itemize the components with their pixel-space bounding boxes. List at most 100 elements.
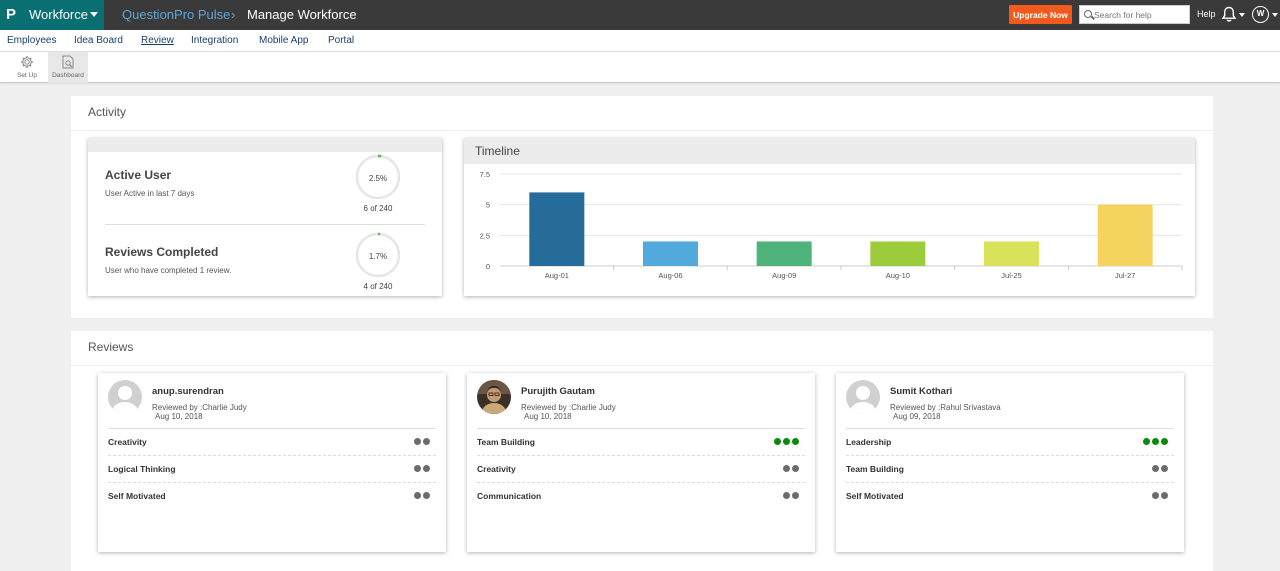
avatar — [108, 380, 142, 414]
skill-label: Self Motivated — [846, 491, 904, 501]
user-avatar[interactable]: W — [1252, 6, 1269, 23]
skill-label: Team Building — [477, 437, 535, 447]
x-tick-label: Jul-27 — [1115, 271, 1135, 280]
metrics-divider — [105, 224, 425, 225]
timeline-card: Timeline 7.5 5 2.5 0 Aug-01 Aug-06 Aug-09 Aug-1… — [464, 138, 1195, 296]
reviewed-by: Reviewed by :Charlie Judy — [521, 403, 616, 412]
reviewed-by: Reviewed by :Charlie Judy — [152, 403, 247, 412]
x-tick-label: Aug-01 — [545, 271, 569, 280]
dashboard-icon — [62, 55, 74, 69]
reviewed-by: Reviewed by :Rahul Srivastava — [890, 403, 1001, 412]
bar — [984, 241, 1039, 266]
active-user-count: 6 of 240 — [363, 204, 393, 213]
search-icon — [1084, 10, 1092, 18]
rating-dot — [414, 492, 421, 499]
reviews-completed-ring — [355, 232, 401, 278]
skill-row: Self Motivated — [846, 482, 1174, 509]
brand-menu[interactable]: P Workforce — [0, 0, 104, 30]
dashboard-label: Dashboard — [52, 72, 84, 79]
skill-rating — [414, 465, 430, 474]
setup-tool[interactable]: Set Up — [11, 52, 43, 83]
rating-dot — [1161, 465, 1168, 472]
review-card[interactable]: Sumit Kothari Reviewed by :Rahul Srivast… — [836, 373, 1184, 552]
reviews-completed-percent: 1.7% — [368, 252, 388, 261]
nav-review[interactable]: Review — [141, 35, 174, 46]
rating-dot — [792, 438, 799, 445]
skill-row: Creativity — [477, 455, 805, 482]
user-placeholder-icon — [846, 380, 880, 414]
skill-row: Leadership — [846, 428, 1174, 455]
skill-label: Logical Thinking — [108, 464, 176, 474]
reviews-divider — [71, 365, 1213, 366]
timeline-title: Timeline — [475, 144, 520, 158]
skill-rating — [783, 492, 799, 501]
breadcrumb-product[interactable]: QuestionPro Pulse — [122, 7, 231, 22]
activity-title: Activity — [88, 105, 127, 119]
skill-label: Leadership — [846, 437, 892, 447]
skill-rating — [414, 438, 430, 447]
nav-portal[interactable]: Portal — [328, 35, 355, 46]
avatar — [477, 380, 511, 414]
nav-idea-board[interactable]: Idea Board — [74, 35, 123, 46]
rating-dot — [414, 438, 421, 445]
active-user-title: Active User — [105, 168, 172, 182]
gear-icon — [21, 56, 33, 68]
reviewee-name[interactable]: anup.surendran — [152, 386, 224, 397]
breadcrumb-page: Manage Workforce — [247, 7, 357, 22]
avatar — [846, 380, 880, 414]
brand-logo: P — [6, 6, 17, 23]
review-date: Aug 09, 2018 — [893, 412, 941, 421]
user-menu-caret-icon[interactable] — [1272, 13, 1278, 17]
breadcrumb-separator: › — [231, 7, 236, 22]
nav-mobile-app[interactable]: Mobile App — [259, 35, 309, 46]
reviewee-name[interactable]: Sumit Kothari — [890, 386, 953, 397]
rating-dot — [792, 492, 799, 499]
rating-dot — [1152, 492, 1159, 499]
top-bar: P Workforce QuestionPro Pulse › Manage W… — [0, 0, 1280, 30]
bar — [870, 241, 926, 266]
y-tick-label: 0 — [486, 262, 490, 271]
x-tick-label: Jul-25 — [1001, 271, 1021, 280]
activity-divider — [71, 130, 1213, 131]
review-card[interactable]: Purujith Gautam Reviewed by :Charlie Jud… — [467, 373, 815, 552]
rating-dot — [1161, 492, 1168, 499]
rating-dot — [783, 438, 790, 445]
x-tick-label: Aug-10 — [886, 271, 910, 280]
review-card[interactable]: anup.surendran Reviewed by :Charlie Judy… — [98, 373, 446, 552]
skill-label: Self Motivated — [108, 491, 166, 501]
y-tick-label: 7.5 — [480, 170, 490, 179]
help-link[interactable]: Help — [1197, 9, 1216, 19]
reviews-completed-title: Reviews Completed — [105, 245, 219, 259]
bar — [643, 241, 698, 266]
reviews-title: Reviews — [88, 340, 134, 354]
help-search-input[interactable] — [1094, 7, 1188, 22]
upgrade-now-button[interactable]: Upgrade Now — [1009, 5, 1072, 24]
skill-row: Creativity — [108, 428, 436, 455]
skill-rating — [1152, 492, 1168, 501]
nav-integration[interactable]: Integration — [191, 35, 239, 46]
notifications-caret-icon[interactable] — [1239, 13, 1245, 17]
rating-dot — [423, 492, 430, 499]
active-user-subtitle: User Active in last 7 days — [105, 189, 195, 198]
brand-caret-icon[interactable] — [90, 12, 98, 17]
reviewee-name[interactable]: Purujith Gautam — [521, 386, 595, 397]
rating-dot — [414, 465, 421, 472]
reviews-completed-count: 4 of 240 — [363, 282, 393, 291]
y-tick-label: 2.5 — [480, 231, 490, 240]
dashboard-tool[interactable]: Dashboard — [48, 52, 88, 83]
nav-employees[interactable]: Employees — [7, 35, 57, 46]
brand-name[interactable]: Workforce — [29, 7, 88, 22]
setup-label: Set Up — [17, 72, 37, 79]
review-date: Aug 10, 2018 — [155, 412, 203, 421]
y-tick-label: 5 — [486, 201, 490, 210]
activity-panel: Activity Active User User Active in last… — [71, 96, 1213, 318]
bar — [1097, 204, 1153, 266]
skill-label: Creativity — [477, 464, 516, 474]
user-placeholder-icon — [108, 380, 142, 414]
skill-label: Communication — [477, 491, 542, 501]
bell-icon[interactable] — [1221, 6, 1237, 23]
help-search[interactable] — [1079, 5, 1190, 24]
skill-rating — [774, 438, 799, 447]
activity-metrics-card: Active User User Active in last 7 days 2… — [88, 138, 442, 296]
skill-row: Logical Thinking — [108, 455, 436, 482]
